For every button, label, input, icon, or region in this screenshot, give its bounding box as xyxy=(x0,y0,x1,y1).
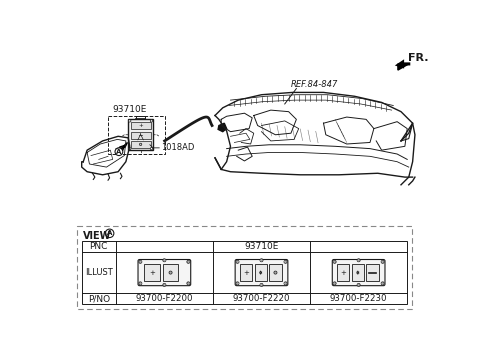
Polygon shape xyxy=(121,143,127,149)
Bar xyxy=(108,115,166,154)
Text: +: + xyxy=(340,270,346,276)
Text: PNC: PNC xyxy=(90,242,108,251)
Text: +: + xyxy=(149,270,155,276)
Circle shape xyxy=(357,259,360,262)
Circle shape xyxy=(129,148,131,150)
Polygon shape xyxy=(395,59,410,68)
Circle shape xyxy=(150,148,153,150)
Circle shape xyxy=(187,282,190,285)
Text: VIEW: VIEW xyxy=(83,231,112,241)
Circle shape xyxy=(129,120,131,122)
Text: 93710E: 93710E xyxy=(113,105,147,114)
FancyBboxPatch shape xyxy=(332,259,385,286)
Circle shape xyxy=(150,120,153,122)
Bar xyxy=(352,264,364,281)
Bar xyxy=(240,264,252,281)
Bar xyxy=(128,119,153,150)
Bar xyxy=(82,241,407,304)
Circle shape xyxy=(169,271,172,274)
Circle shape xyxy=(274,271,277,274)
Bar xyxy=(366,264,379,281)
Bar xyxy=(269,264,282,281)
Circle shape xyxy=(139,260,142,263)
Text: 93700-F2230: 93700-F2230 xyxy=(330,294,387,303)
Bar xyxy=(254,264,267,281)
Circle shape xyxy=(139,282,142,285)
Circle shape xyxy=(333,260,336,263)
Text: ILLUST: ILLUST xyxy=(85,268,113,277)
Polygon shape xyxy=(218,123,227,132)
Circle shape xyxy=(236,260,239,263)
Text: 93700-F2220: 93700-F2220 xyxy=(233,294,290,303)
FancyBboxPatch shape xyxy=(138,259,191,286)
Text: 93710E: 93710E xyxy=(244,242,279,251)
Text: A: A xyxy=(107,230,112,236)
Circle shape xyxy=(381,260,384,263)
Bar xyxy=(337,264,349,281)
Circle shape xyxy=(115,148,123,156)
FancyBboxPatch shape xyxy=(235,259,288,286)
Circle shape xyxy=(236,282,239,285)
Circle shape xyxy=(381,282,384,285)
Bar xyxy=(77,226,412,309)
Text: A: A xyxy=(116,149,121,155)
Circle shape xyxy=(284,282,287,285)
Text: 1018AD: 1018AD xyxy=(161,143,194,152)
Text: +: + xyxy=(243,270,249,276)
Circle shape xyxy=(105,229,114,238)
Bar xyxy=(131,141,151,148)
Circle shape xyxy=(163,259,166,262)
Circle shape xyxy=(357,283,360,286)
Bar xyxy=(131,122,151,129)
Circle shape xyxy=(260,259,263,262)
Text: P/NO: P/NO xyxy=(88,294,110,303)
Polygon shape xyxy=(398,64,409,70)
Text: REF.84-847: REF.84-847 xyxy=(291,79,338,89)
Circle shape xyxy=(187,260,190,263)
Bar xyxy=(131,132,151,139)
Text: +: + xyxy=(138,124,143,128)
Circle shape xyxy=(163,283,166,286)
Circle shape xyxy=(139,143,142,145)
Circle shape xyxy=(284,260,287,263)
Text: FR.: FR. xyxy=(408,53,429,63)
Circle shape xyxy=(333,282,336,285)
Circle shape xyxy=(260,283,263,286)
Text: 93700-F2200: 93700-F2200 xyxy=(136,294,193,303)
Bar xyxy=(144,264,160,281)
Bar xyxy=(163,264,178,281)
